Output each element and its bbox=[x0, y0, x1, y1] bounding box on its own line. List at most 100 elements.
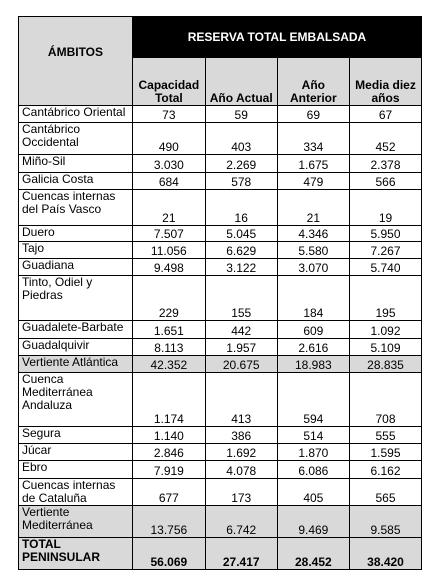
row-label: Ebro bbox=[18, 460, 133, 479]
cell-value: 566 bbox=[349, 172, 422, 190]
table-row: Guadalete-Barbate 1.651 442 609 1.092 bbox=[18, 320, 422, 339]
cell-value: 20.675 bbox=[204, 355, 278, 373]
cell-value: 9.585 bbox=[349, 505, 422, 538]
cell-value: 4.346 bbox=[276, 225, 351, 242]
cell-value: 38.420 bbox=[349, 537, 422, 570]
cell-value: 13.756 bbox=[131, 505, 206, 538]
cell-value: 677 bbox=[131, 478, 206, 506]
column-header: Media diez años bbox=[349, 57, 422, 106]
cell-value: 7.919 bbox=[131, 460, 206, 479]
row-label: Cantábrico Oriental bbox=[18, 105, 133, 123]
cell-value: 1.651 bbox=[131, 320, 206, 339]
row-label: TOTAL PENINSULAR bbox=[18, 537, 133, 570]
row-label: Galicia Costa bbox=[18, 172, 133, 190]
cell-value: 2.846 bbox=[131, 443, 206, 461]
table-row: TOTAL PENINSULAR 56.069 27.417 28.452 38.420 bbox=[18, 537, 422, 570]
cell-value: 7.507 bbox=[131, 225, 206, 242]
cell-value: 405 bbox=[276, 478, 351, 506]
cell-value: 1.675 bbox=[276, 154, 351, 173]
cell-value: 2.269 bbox=[204, 154, 278, 173]
cell-value: 1.957 bbox=[204, 338, 278, 356]
row-label: Vertiente Mediterránea bbox=[18, 505, 133, 538]
cell-value: 5.580 bbox=[276, 241, 351, 259]
cell-value: 452 bbox=[349, 122, 422, 155]
row-label: Vertiente Atlántica bbox=[18, 355, 133, 373]
cell-value: 708 bbox=[349, 372, 422, 427]
row-label: Guadiana bbox=[18, 258, 133, 276]
cell-value: 594 bbox=[276, 372, 351, 427]
cell-value: 8.113 bbox=[131, 338, 206, 356]
table-row: Galicia Costa 684 578 479 566 bbox=[18, 172, 422, 190]
cell-value: 28.835 bbox=[349, 355, 422, 373]
cell-value: 195 bbox=[349, 275, 422, 321]
table-row: Cuenca Mediterránea Andaluza 1.174 413 594 7… bbox=[18, 372, 422, 427]
cell-value: 5.045 bbox=[204, 225, 278, 242]
cell-value: 403 bbox=[204, 122, 278, 155]
cell-value: 1.692 bbox=[204, 443, 278, 461]
cell-value: 334 bbox=[276, 122, 351, 155]
cell-value: 229 bbox=[131, 275, 206, 321]
cell-value: 1.140 bbox=[131, 426, 206, 444]
cell-value: 69 bbox=[276, 105, 351, 123]
cell-value: 514 bbox=[276, 426, 351, 444]
cell-value: 3.030 bbox=[131, 154, 206, 173]
cell-value: 1.174 bbox=[131, 372, 206, 427]
cell-value: 6.086 bbox=[276, 460, 351, 479]
cell-value: 490 bbox=[131, 122, 206, 155]
table-row: Guadiana 9.498 3.122 3.070 5.740 bbox=[18, 258, 422, 276]
cell-value: 19 bbox=[349, 189, 422, 226]
table-row: Vertiente Atlántica 42.352 20.675 18.983 28.… bbox=[18, 355, 422, 373]
row-label: Júcar bbox=[18, 443, 133, 461]
table-row: Tinto, Odiel y Piedras 229 155 184 195 bbox=[18, 275, 422, 321]
cell-value: 2.378 bbox=[349, 154, 422, 173]
cell-value: 27.417 bbox=[204, 537, 278, 570]
column-header: Capacidad Total bbox=[131, 57, 206, 106]
cell-value: 173 bbox=[204, 478, 278, 506]
cell-value: 578 bbox=[204, 172, 278, 190]
row-label: Guadalete-Barbate bbox=[18, 320, 133, 339]
group-header: ÁMBITOS bbox=[18, 16, 133, 106]
cell-value: 7.267 bbox=[349, 241, 422, 259]
row-label: Duero bbox=[18, 225, 133, 242]
cell-value: 28.452 bbox=[276, 537, 351, 570]
cell-value: 9.498 bbox=[131, 258, 206, 276]
cell-value: 56.069 bbox=[131, 537, 206, 570]
cell-value: 42.352 bbox=[131, 355, 206, 373]
table-row: Ebro 7.919 4.078 6.086 6.162 bbox=[18, 460, 422, 479]
cell-value: 5.950 bbox=[349, 225, 422, 242]
cell-value: 73 bbox=[131, 105, 206, 123]
row-label: Tajo bbox=[18, 241, 133, 259]
table-row: Cuencas internas de Cataluña 677 173 405 565 bbox=[18, 478, 422, 506]
row-label: Segura bbox=[18, 426, 133, 444]
row-label: Cuencas internas del País Vasco bbox=[18, 189, 133, 226]
table-row: Duero 7.507 5.045 4.346 5.950 bbox=[18, 225, 422, 242]
cell-value: 1.092 bbox=[349, 320, 422, 339]
cell-value: 442 bbox=[204, 320, 278, 339]
cell-value: 386 bbox=[204, 426, 278, 444]
column-header: Año Anterior bbox=[276, 57, 351, 106]
cell-value: 3.070 bbox=[276, 258, 351, 276]
table-row: Cantábrico Occidental 490 403 334 452 bbox=[18, 122, 422, 155]
cell-value: 21 bbox=[131, 189, 206, 226]
table-row: Tajo 11.056 6.629 5.580 7.267 bbox=[18, 241, 422, 259]
reservoir-table: ÁMBITOS RESERVA TOTAL EMBALSADA Capacida… bbox=[18, 16, 423, 570]
cell-value: 3.122 bbox=[204, 258, 278, 276]
cell-value: 16 bbox=[204, 189, 278, 226]
cell-value: 555 bbox=[349, 426, 422, 444]
cell-value: 5.740 bbox=[349, 258, 422, 276]
column-header: Año Actual bbox=[204, 57, 278, 106]
cell-value: 479 bbox=[276, 172, 351, 190]
cell-value: 6.742 bbox=[204, 505, 278, 538]
cell-value: 1.595 bbox=[349, 443, 422, 461]
cell-value: 5.109 bbox=[349, 338, 422, 356]
cell-value: 184 bbox=[276, 275, 351, 321]
table-row: Segura 1.140 386 514 555 bbox=[18, 426, 422, 444]
cell-value: 6.629 bbox=[204, 241, 278, 259]
row-label: Miño-Sil bbox=[18, 154, 133, 173]
cell-value: 413 bbox=[204, 372, 278, 427]
cell-value: 155 bbox=[204, 275, 278, 321]
table-title: RESERVA TOTAL EMBALSADA bbox=[131, 16, 423, 58]
cell-value: 684 bbox=[131, 172, 206, 190]
table-row: Cantábrico Oriental 73 59 69 67 bbox=[18, 105, 422, 123]
cell-value: 1.870 bbox=[276, 443, 351, 461]
